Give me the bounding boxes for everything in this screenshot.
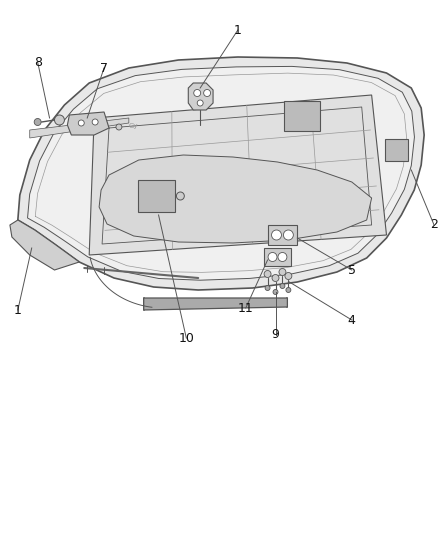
Circle shape <box>268 253 277 262</box>
Polygon shape <box>264 248 291 266</box>
Circle shape <box>272 230 282 240</box>
Text: 11: 11 <box>238 302 254 314</box>
Circle shape <box>194 90 201 96</box>
Circle shape <box>54 115 64 125</box>
Polygon shape <box>89 95 386 255</box>
Text: 7: 7 <box>100 61 108 75</box>
Polygon shape <box>67 112 109 135</box>
Text: 9: 9 <box>272 328 279 342</box>
Circle shape <box>273 289 278 295</box>
Circle shape <box>92 119 98 125</box>
Circle shape <box>280 284 285 288</box>
Circle shape <box>285 272 292 279</box>
Text: 10: 10 <box>178 332 194 344</box>
Text: 1: 1 <box>234 23 242 36</box>
Polygon shape <box>188 83 213 110</box>
Circle shape <box>78 120 84 126</box>
Circle shape <box>204 90 211 96</box>
Polygon shape <box>284 101 320 131</box>
Polygon shape <box>268 225 297 245</box>
Circle shape <box>283 230 293 240</box>
Circle shape <box>197 100 203 106</box>
Text: 5: 5 <box>348 263 356 277</box>
Circle shape <box>286 287 291 293</box>
Circle shape <box>279 269 286 276</box>
Circle shape <box>177 192 184 200</box>
Polygon shape <box>10 220 79 270</box>
Circle shape <box>264 271 271 278</box>
Text: 8: 8 <box>34 55 42 69</box>
Circle shape <box>265 286 270 290</box>
Text: 4: 4 <box>348 313 356 327</box>
Circle shape <box>116 124 122 130</box>
Polygon shape <box>30 118 129 138</box>
Polygon shape <box>138 180 175 212</box>
Polygon shape <box>28 67 414 280</box>
Polygon shape <box>18 57 424 290</box>
Text: 1: 1 <box>14 303 22 317</box>
Circle shape <box>34 118 41 125</box>
Polygon shape <box>144 298 287 310</box>
Circle shape <box>278 253 287 262</box>
Polygon shape <box>99 155 371 243</box>
Circle shape <box>272 274 279 281</box>
Polygon shape <box>385 139 408 161</box>
Text: Gy: Gy <box>129 123 138 129</box>
Text: 2: 2 <box>430 219 438 231</box>
